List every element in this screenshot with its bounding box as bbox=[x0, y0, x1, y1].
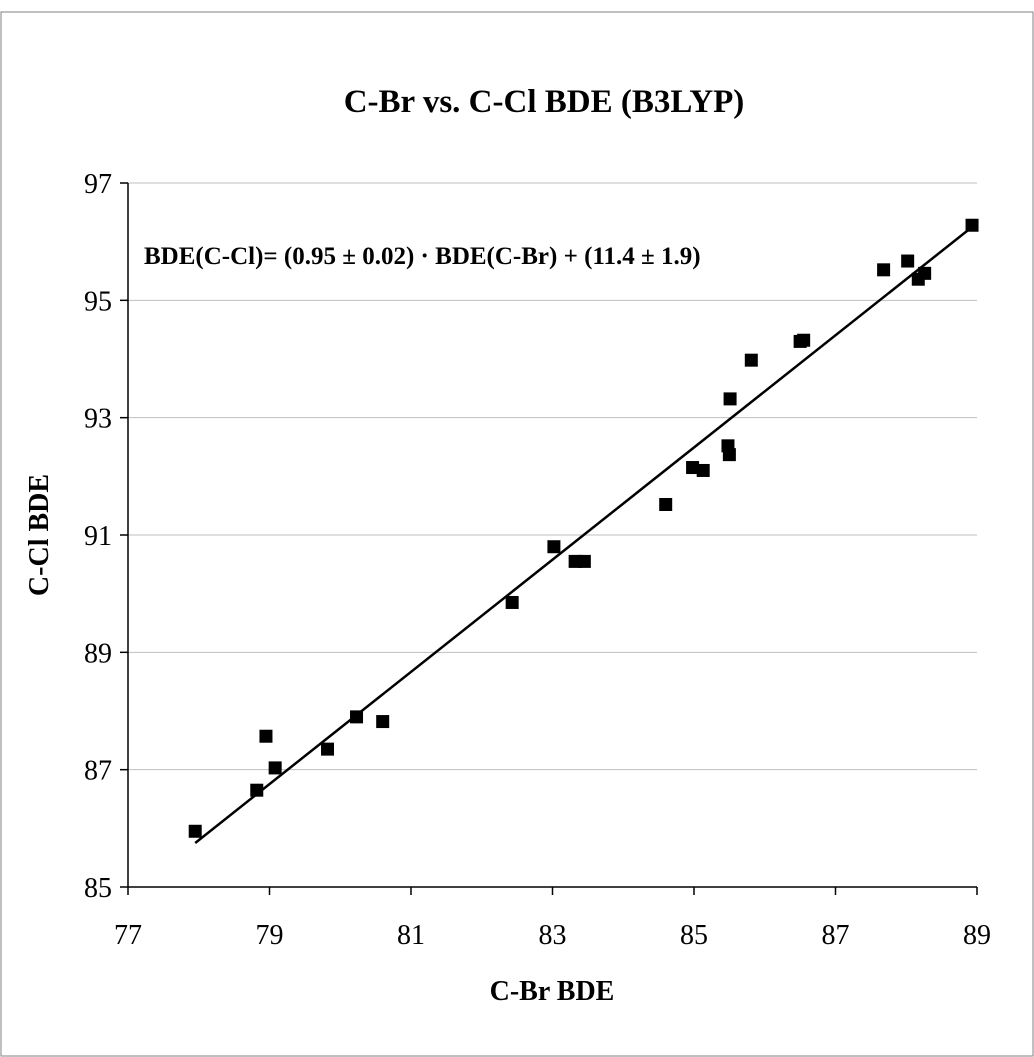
y-tick-label: 89 bbox=[84, 638, 112, 669]
x-axis-label: C-Br BDE bbox=[490, 976, 615, 1007]
gridlines bbox=[128, 182, 977, 771]
x-tick-label: 85 bbox=[680, 920, 708, 951]
x-tick-label: 77 bbox=[114, 920, 142, 951]
data-point bbox=[965, 218, 979, 232]
x-tick-label: 83 bbox=[539, 920, 567, 951]
y-tick-label: 91 bbox=[84, 521, 112, 552]
regression-equation: BDE(C-Cl)= (0.95 ± 0.02) · BDE(C-Br) + (… bbox=[144, 243, 701, 270]
data-point bbox=[376, 715, 390, 729]
y-tick-label: 87 bbox=[84, 756, 112, 787]
data-points bbox=[188, 218, 979, 838]
y-ticks: 85 87 89 91 93 95 97 bbox=[84, 169, 128, 904]
x-tick-label: 79 bbox=[256, 920, 284, 951]
data-point bbox=[505, 595, 519, 609]
y-tick-label: 93 bbox=[84, 404, 112, 435]
data-point bbox=[686, 461, 700, 475]
data-point bbox=[268, 761, 282, 775]
data-point bbox=[744, 353, 758, 367]
x-tick-label: 81 bbox=[397, 920, 425, 951]
data-point bbox=[918, 266, 932, 280]
data-point bbox=[547, 540, 561, 554]
data-point bbox=[797, 333, 811, 347]
chart-border bbox=[0, 11, 1034, 1057]
data-point bbox=[259, 729, 273, 743]
data-point bbox=[722, 448, 736, 462]
data-point bbox=[659, 497, 673, 511]
data-point bbox=[901, 254, 915, 268]
chart-title: C-Br vs. C-Cl BDE (B3LYP) bbox=[344, 84, 745, 120]
x-tick-label: 87 bbox=[822, 920, 850, 951]
data-point bbox=[350, 710, 364, 724]
trendline bbox=[194, 226, 973, 844]
data-point bbox=[321, 742, 335, 756]
y-tick-label: 97 bbox=[84, 169, 112, 200]
data-point bbox=[188, 824, 202, 838]
data-point bbox=[577, 554, 591, 568]
y-tick-label: 85 bbox=[84, 873, 112, 904]
data-point bbox=[696, 463, 710, 477]
x-ticks: 77 79 81 83 85 87 89 bbox=[114, 887, 991, 951]
y-tick-label: 95 bbox=[84, 286, 112, 317]
y-axis-label: C-Cl BDE bbox=[24, 474, 55, 596]
data-point bbox=[250, 783, 264, 797]
x-tick-label: 89 bbox=[963, 920, 991, 951]
data-point bbox=[877, 263, 891, 277]
data-point bbox=[723, 392, 737, 406]
